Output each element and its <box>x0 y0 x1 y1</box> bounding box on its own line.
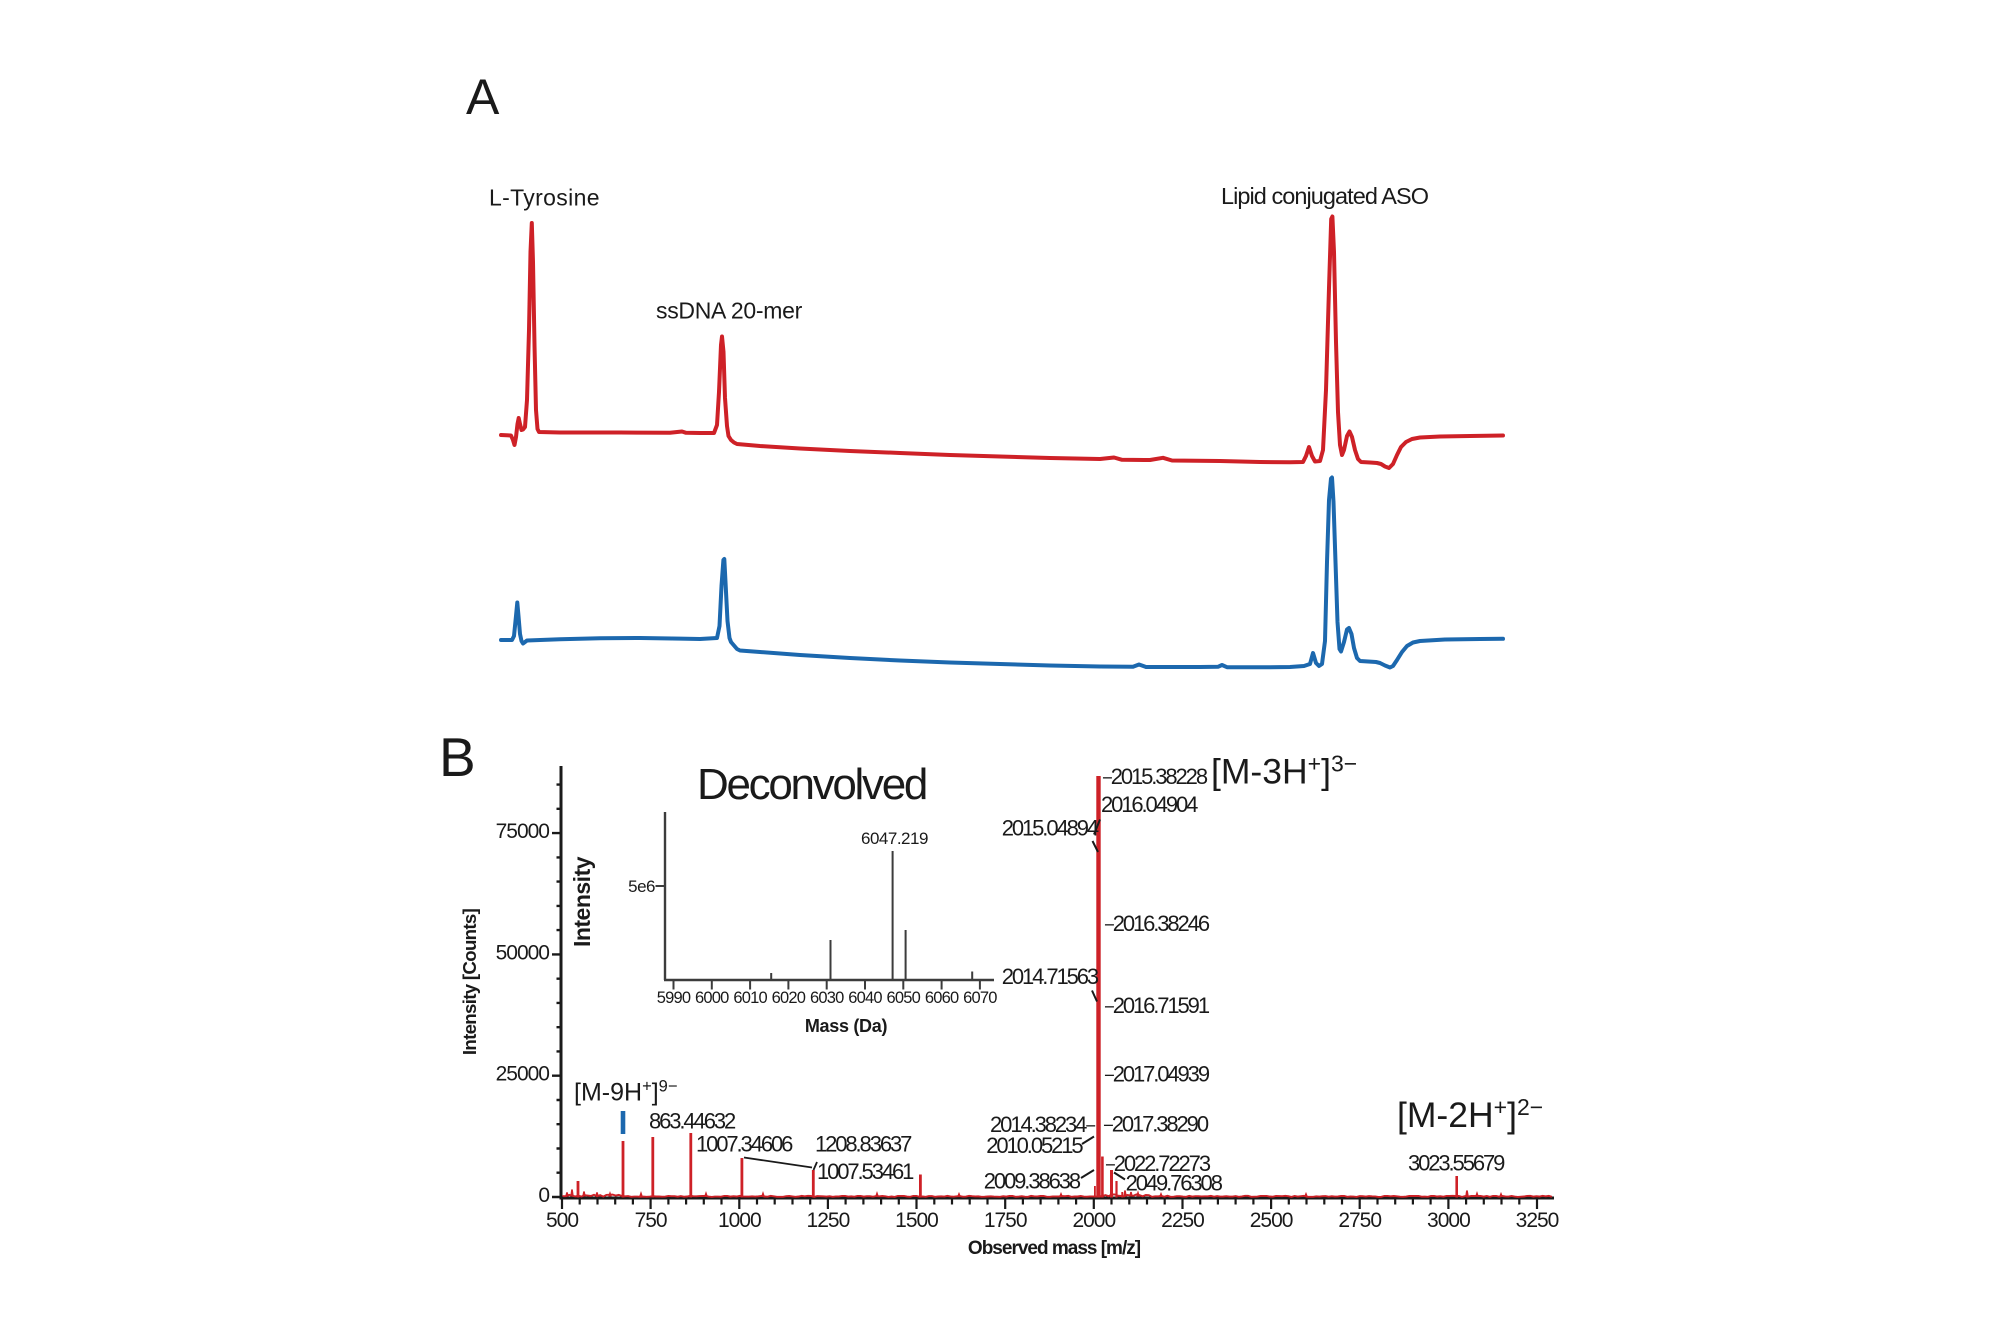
svg-text:Intensity [Counts]: Intensity [Counts] <box>459 908 480 1055</box>
svg-text:50000: 50000 <box>496 941 550 964</box>
svg-text:Intensity: Intensity <box>569 856 595 947</box>
svg-text:B: B <box>439 726 476 788</box>
svg-text:500: 500 <box>546 1209 578 1232</box>
svg-text:1000: 1000 <box>718 1209 761 1232</box>
svg-text:3250: 3250 <box>1516 1209 1559 1232</box>
svg-text:2750: 2750 <box>1338 1209 1381 1232</box>
svg-text:2010.05215: 2010.05215 <box>986 1133 1083 1158</box>
svg-text:1500: 1500 <box>895 1209 938 1232</box>
svg-text:−2016.71591: −2016.71591 <box>1104 993 1210 1018</box>
svg-text:Lipid conjugated ASO: Lipid conjugated ASO <box>1221 183 1429 209</box>
svg-text:6010: 6010 <box>733 989 767 1007</box>
svg-text:Deconvolved: Deconvolved <box>697 760 926 809</box>
svg-text:3023.55679: 3023.55679 <box>1408 1150 1505 1175</box>
svg-text:2049.76308: 2049.76308 <box>1126 1170 1223 1195</box>
svg-text:5990: 5990 <box>657 989 691 1007</box>
svg-text:1007.34606: 1007.34606 <box>696 1131 793 1156</box>
svg-text:−2015.38228: −2015.38228 <box>1102 764 1208 789</box>
svg-text:863.44632: 863.44632 <box>649 1108 736 1133</box>
svg-text:6040: 6040 <box>848 989 882 1007</box>
svg-text:6050: 6050 <box>887 989 921 1007</box>
svg-text:6070: 6070 <box>963 989 997 1007</box>
svg-text:2009.38638: 2009.38638 <box>984 1168 1081 1193</box>
svg-text:0: 0 <box>538 1184 549 1207</box>
svg-text:L-Tyrosine: L-Tyrosine <box>489 185 600 211</box>
svg-text:2250: 2250 <box>1161 1209 1204 1232</box>
svg-text:2015.04894: 2015.04894 <box>1002 815 1099 840</box>
svg-text:6030: 6030 <box>810 989 844 1007</box>
svg-text:6020: 6020 <box>772 989 806 1007</box>
svg-text:6000: 6000 <box>695 989 729 1007</box>
svg-text:6047.219: 6047.219 <box>861 829 928 848</box>
svg-text:1208.83637: 1208.83637 <box>815 1131 912 1156</box>
svg-text:75000: 75000 <box>496 820 550 843</box>
svg-text:−2022.72273: −2022.72273 <box>1105 1151 1211 1176</box>
svg-text:−2017.04939: −2017.04939 <box>1104 1061 1210 1086</box>
svg-text:2014.71563: 2014.71563 <box>1002 964 1099 989</box>
svg-text:1750: 1750 <box>984 1209 1027 1232</box>
svg-text:25000: 25000 <box>496 1063 550 1086</box>
svg-text:1007.53461: 1007.53461 <box>817 1159 914 1184</box>
svg-text:3000: 3000 <box>1427 1209 1470 1232</box>
svg-text:A: A <box>466 69 500 125</box>
svg-text:−2016.38246: −2016.38246 <box>1104 911 1210 936</box>
svg-text:6060: 6060 <box>925 989 959 1007</box>
svg-text:2000: 2000 <box>1072 1209 1115 1232</box>
svg-text:ssDNA 20-mer: ssDNA 20-mer <box>656 298 803 324</box>
svg-text:2016.04904: 2016.04904 <box>1101 792 1198 817</box>
svg-text:Observed mass [m/z]: Observed mass [m/z] <box>968 1238 1141 1259</box>
svg-text:750: 750 <box>635 1209 667 1232</box>
svg-text:5e6: 5e6 <box>628 877 655 896</box>
svg-text:−2017.38290: −2017.38290 <box>1103 1112 1209 1137</box>
svg-text:2500: 2500 <box>1250 1209 1293 1232</box>
svg-text:[M-2H+]2−: [M-2H+]2− <box>1397 1094 1543 1135</box>
svg-text:Mass (Da): Mass (Da) <box>805 1016 888 1036</box>
svg-text:1250: 1250 <box>807 1209 850 1232</box>
